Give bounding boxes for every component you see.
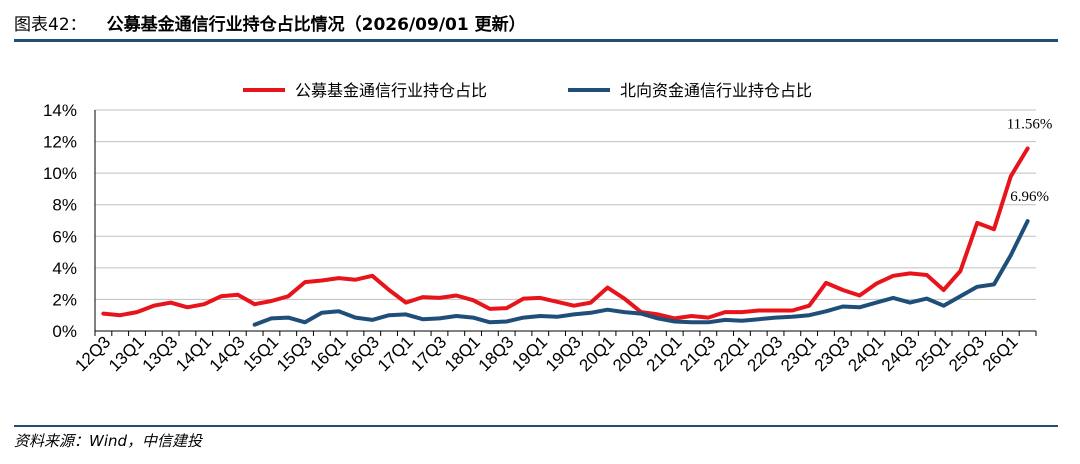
x-tick-label: 16Q1 xyxy=(307,332,350,375)
y-tick-label: 14% xyxy=(43,101,77,120)
y-tick-label: 0% xyxy=(52,322,77,341)
legend-label: 公募基金通信行业持仓占比 xyxy=(295,81,487,100)
figure-header: 图表42： 公募基金通信行业持仓占比情况（2026/09/01 更新） xyxy=(14,8,526,36)
x-tick-label: 14Q3 xyxy=(206,332,249,375)
x-tick-label: 25Q3 xyxy=(945,332,988,375)
y-tick-label: 4% xyxy=(52,259,77,278)
x-tick-label: 17Q3 xyxy=(407,332,450,375)
y-tick-label: 10% xyxy=(43,164,77,183)
x-tick-label: 19Q1 xyxy=(508,332,551,375)
x-tick-label: 23Q3 xyxy=(811,332,854,375)
bottom-rule xyxy=(14,425,1058,427)
top-rule xyxy=(14,39,1058,42)
x-tick-label: 14Q1 xyxy=(172,332,215,375)
x-tick-label: 24Q1 xyxy=(844,332,887,375)
x-tick-label: 18Q3 xyxy=(475,332,518,375)
data-labels: 11.56% 6.96% xyxy=(1007,117,1053,206)
x-tick-label: 12Q3 xyxy=(71,332,114,375)
x-tick-label: 21Q3 xyxy=(676,332,719,375)
y-tick-label: 2% xyxy=(52,290,77,309)
x-axis: 12Q313Q113Q314Q114Q315Q115Q316Q116Q317Q1… xyxy=(71,330,1037,375)
figure-label: 图表42： xyxy=(14,14,87,35)
y-tick-label: 8% xyxy=(52,196,77,215)
x-tick-label: 15Q3 xyxy=(273,332,316,375)
x-tick-label: 22Q1 xyxy=(710,332,753,375)
data-label: 6.96% xyxy=(1010,189,1049,205)
chart-legend: 公募基金通信行业持仓占比 北向资金通信行业持仓占比 xyxy=(243,81,812,100)
x-tick-label: 13Q3 xyxy=(139,332,182,375)
figure-title: 公募基金通信行业持仓占比情况（2026/09/01 更新） xyxy=(106,14,526,35)
y-tick-label: 6% xyxy=(52,227,77,246)
y-axis: 0% 2% 4% 6% 8% 10% 12% 14% xyxy=(43,101,96,341)
x-tick-label: 16Q3 xyxy=(340,332,383,375)
x-tick-label: 13Q1 xyxy=(105,332,148,375)
legend-label: 北向资金通信行业持仓占比 xyxy=(620,81,812,100)
series-lines xyxy=(101,146,1030,327)
x-tick-label: 21Q1 xyxy=(643,332,686,375)
x-tick-label: 19Q3 xyxy=(542,332,585,375)
x-tick-label: 20Q1 xyxy=(575,332,618,375)
x-tick-label: 23Q1 xyxy=(777,332,820,375)
data-label: 11.56% xyxy=(1007,117,1053,133)
x-tick-label: 22Q3 xyxy=(744,332,787,375)
x-tick-label: 24Q3 xyxy=(878,332,921,375)
y-tick-label: 12% xyxy=(43,133,77,152)
series-line-2 xyxy=(252,219,1030,327)
x-tick-label: 25Q1 xyxy=(912,332,955,375)
x-tick-label: 20Q3 xyxy=(609,332,652,375)
chart-grid xyxy=(95,109,1036,300)
x-tick-label: 18Q1 xyxy=(441,332,484,375)
source-note: 资料来源：Wind，中信建投 xyxy=(14,432,203,450)
series-line-1 xyxy=(101,146,1030,321)
x-tick-label: 15Q1 xyxy=(239,332,282,375)
x-tick-label: 17Q1 xyxy=(374,332,417,375)
x-tick-label: 26Q1 xyxy=(979,332,1022,375)
line-chart: 0% 2% 4% 6% 8% 10% 12% 14% 12Q313Q113Q314Q114Q3… xyxy=(43,81,1053,375)
